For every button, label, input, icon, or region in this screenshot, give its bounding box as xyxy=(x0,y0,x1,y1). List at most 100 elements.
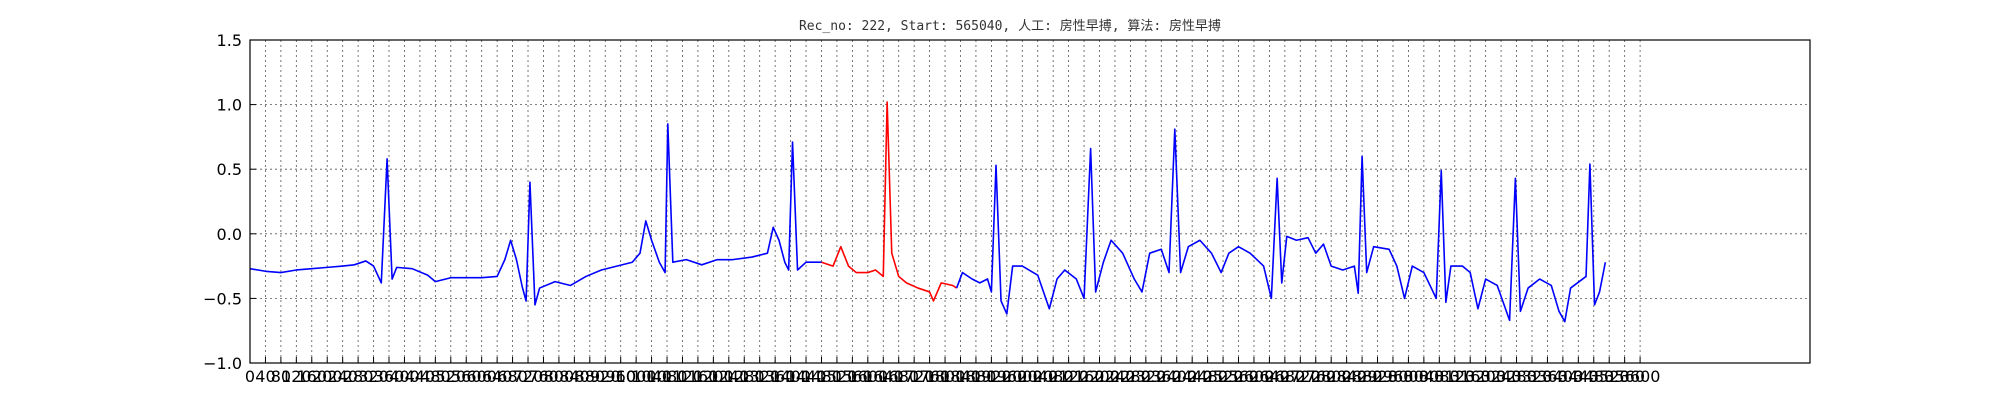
x-tick-label: 40 xyxy=(255,367,275,386)
x-tick-label: 400 xyxy=(389,367,420,386)
x-tick-label: 880 xyxy=(575,367,606,386)
x-tick-label: 1280 xyxy=(724,367,765,386)
x-axis-ticks: 0 408012016020024028032036040044048052056… xyxy=(245,357,1661,386)
y-tick-label: 0.5 xyxy=(217,160,242,179)
x-tick-label: 1720 xyxy=(894,367,935,386)
x-tick-label: 1680 xyxy=(878,367,919,386)
y-tick-label: −0.5 xyxy=(203,289,242,308)
plot-frame xyxy=(249,39,1811,364)
x-tick-label: 360 xyxy=(374,367,405,386)
x-tick-label: 960 xyxy=(605,367,636,386)
x-tick-label: 3520 xyxy=(1589,367,1630,386)
x-tick-label: 2960 xyxy=(1373,367,1414,386)
x-tick-label: 3440 xyxy=(1558,367,1599,386)
y-tick-label: −1.0 xyxy=(203,354,242,373)
x-tick-label: 720 xyxy=(513,367,544,386)
x-tick-label: 2360 xyxy=(1141,367,1182,386)
x-tick-label: 2800 xyxy=(1311,367,1352,386)
x-tick-label: 2000 xyxy=(1002,367,1043,386)
x-tick-label: 1960 xyxy=(986,367,1027,386)
x-tick-label: 2200 xyxy=(1079,367,1120,386)
x-tick-label: 3240 xyxy=(1481,367,1522,386)
x-tick-label: 520 xyxy=(436,367,467,386)
x-tick-label: 2040 xyxy=(1017,367,1058,386)
x-tick-label: 240 xyxy=(327,367,358,386)
grid-lines xyxy=(250,40,1810,363)
ecg-series-line-2 xyxy=(821,101,958,302)
x-tick-label: 3000 xyxy=(1388,367,1429,386)
x-tick-label: 1520 xyxy=(817,367,858,386)
x-tick-label: 3360 xyxy=(1527,367,1568,386)
x-tick-label: 640 xyxy=(482,367,513,386)
x-tick-label: 3600 xyxy=(1620,367,1661,386)
x-tick-label: 560 xyxy=(451,367,482,386)
x-tick-label: 0 xyxy=(245,367,255,386)
x-tick-label: 2440 xyxy=(1172,367,1213,386)
x-tick-label: 2320 xyxy=(1125,367,1166,386)
x-tick-label: 1360 xyxy=(755,367,796,386)
x-tick-label: 2600 xyxy=(1234,367,1275,386)
x-tick-label: 3480 xyxy=(1573,367,1614,386)
x-tick-label: 2640 xyxy=(1249,367,1290,386)
x-tick-label: 1240 xyxy=(708,367,749,386)
ecg-series-line-3 xyxy=(955,128,1607,323)
x-tick-label: 480 xyxy=(420,367,451,386)
x-tick-label: 3320 xyxy=(1512,367,1553,386)
x-tick-label: 1080 xyxy=(647,367,688,386)
x-tick-label: 320 xyxy=(358,367,389,386)
x-tick-label: 1160 xyxy=(678,367,719,386)
x-tick-label: 2400 xyxy=(1156,367,1197,386)
x-tick-label: 2680 xyxy=(1264,367,1305,386)
x-tick-label: 1200 xyxy=(693,367,734,386)
x-tick-label: 680 xyxy=(497,367,528,386)
x-tick-label: 160 xyxy=(297,367,328,386)
x-tick-label: 280 xyxy=(343,367,374,386)
x-tick-label: 3080 xyxy=(1419,367,1460,386)
x-tick-label: 2560 xyxy=(1218,367,1259,386)
x-tick-label: 1320 xyxy=(739,367,780,386)
x-tick-label: 760 xyxy=(528,367,559,386)
x-tick-label: 1000 xyxy=(616,367,657,386)
x-tick-label: 1600 xyxy=(847,367,888,386)
series-layer xyxy=(249,101,1607,323)
x-tick-label: 1400 xyxy=(770,367,811,386)
x-tick-label: 2720 xyxy=(1280,367,1321,386)
x-tick-label: 1880 xyxy=(956,367,997,386)
x-tick-label: 1800 xyxy=(925,367,966,386)
x-tick-label: 3200 xyxy=(1465,367,1506,386)
x-tick-label: 1560 xyxy=(832,367,873,386)
x-tick-label: 2120 xyxy=(1048,367,1089,386)
x-tick-label: 1440 xyxy=(786,367,827,386)
y-tick-label: 1.0 xyxy=(217,96,242,115)
x-tick-label: 2920 xyxy=(1357,367,1398,386)
x-tick-label: 2480 xyxy=(1187,367,1228,386)
x-tick-label: 200 xyxy=(312,367,343,386)
x-tick-label: 920 xyxy=(590,367,621,386)
x-tick-label: 2240 xyxy=(1095,367,1136,386)
x-tick-label: 2760 xyxy=(1295,367,1336,386)
x-tick-label: 440 xyxy=(405,367,436,386)
chart-title: Rec_no: 222, Start: 565040, 人工: 房性早搏, 算法… xyxy=(799,18,1221,34)
x-tick-label: 1920 xyxy=(971,367,1012,386)
x-tick-label: 2160 xyxy=(1064,367,1105,386)
x-tick-label: 1120 xyxy=(662,367,703,386)
x-tick-label: 2080 xyxy=(1033,367,1074,386)
x-tick-label: 3040 xyxy=(1404,367,1445,386)
x-tick-label: 3160 xyxy=(1450,367,1491,386)
x-tick-label: 2280 xyxy=(1110,367,1151,386)
x-tick-label: 600 xyxy=(466,367,497,386)
x-tick-label: 1760 xyxy=(909,367,950,386)
x-tick-label: 3400 xyxy=(1543,367,1584,386)
x-tick-label: 1840 xyxy=(940,367,981,386)
x-tick-label: 840 xyxy=(559,367,590,386)
x-tick-label: 3560 xyxy=(1604,367,1645,386)
x-tick-label: 2880 xyxy=(1342,367,1383,386)
y-tick-label: 0.0 xyxy=(217,225,242,244)
ecg-series-line-1 xyxy=(249,123,822,306)
x-tick-label: 1480 xyxy=(801,367,842,386)
x-tick-label: 2520 xyxy=(1203,367,1244,386)
x-tick-label: 3120 xyxy=(1434,367,1475,386)
x-tick-label: 1640 xyxy=(863,367,904,386)
x-tick-label: 3280 xyxy=(1496,367,1537,386)
